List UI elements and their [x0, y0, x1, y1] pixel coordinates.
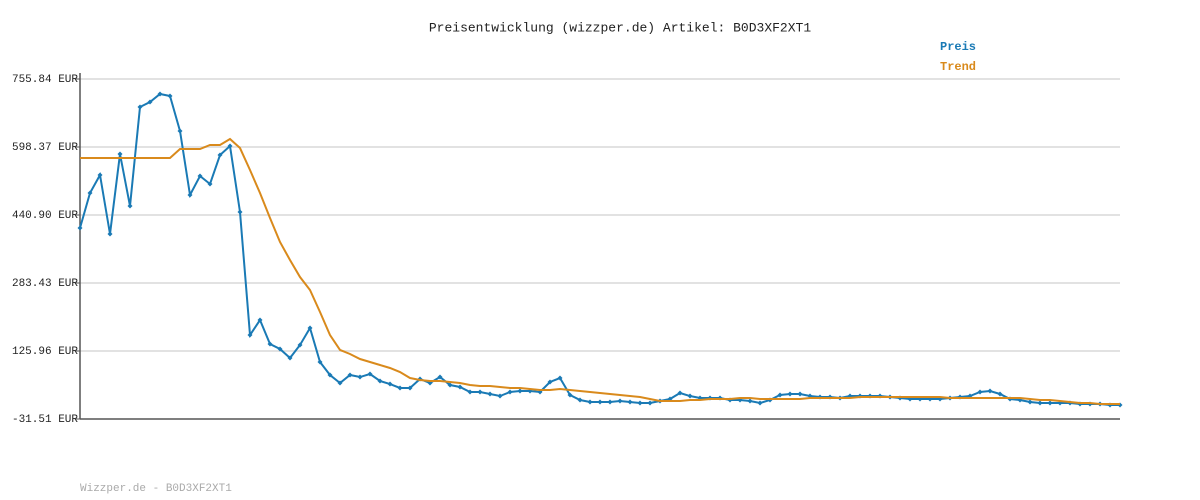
y-tick-label: 598.37 EUR	[12, 142, 78, 154]
data-point	[747, 398, 753, 404]
data-point	[167, 93, 173, 99]
data-point	[597, 399, 603, 405]
data-point	[587, 399, 593, 405]
data-point	[437, 374, 443, 380]
data-point	[277, 346, 283, 352]
data-point	[497, 393, 503, 399]
data-point	[547, 379, 553, 385]
data-point	[247, 332, 253, 338]
data-point	[507, 389, 513, 395]
data-point	[207, 181, 213, 187]
data-point	[577, 397, 583, 403]
data-point	[1027, 399, 1033, 405]
data-point	[377, 378, 383, 384]
data-point	[447, 382, 453, 388]
data-point	[997, 391, 1003, 397]
data-point	[787, 391, 793, 397]
data-point	[307, 325, 313, 331]
data-point	[467, 389, 473, 395]
data-point	[257, 317, 263, 323]
data-point	[517, 388, 523, 394]
data-point	[477, 389, 483, 395]
data-point	[227, 143, 233, 149]
series-line	[80, 137, 1120, 406]
data-point	[217, 152, 223, 158]
data-point	[137, 104, 143, 110]
data-point	[127, 203, 133, 209]
data-point	[777, 392, 783, 398]
data-point	[357, 374, 363, 380]
data-point	[457, 384, 463, 390]
data-point	[757, 400, 763, 406]
data-point	[557, 375, 563, 381]
data-point	[197, 173, 203, 179]
data-point	[567, 392, 573, 398]
data-point	[387, 381, 393, 387]
data-point	[97, 172, 103, 178]
data-point	[407, 385, 413, 391]
data-point	[287, 355, 293, 361]
data-point	[177, 128, 183, 134]
legend-label: Trend	[940, 60, 976, 74]
data-point	[677, 390, 683, 396]
legend-label: Preis	[940, 40, 976, 54]
data-point	[267, 341, 273, 347]
chart-title: Preisentwicklung (wizzper.de) Artikel: B…	[429, 20, 811, 35]
y-tick-label: -31.51 EUR	[12, 414, 78, 426]
data-point	[627, 399, 633, 405]
y-tick-label: 440.90 EUR	[12, 210, 78, 222]
data-point	[87, 190, 93, 196]
data-point	[797, 391, 803, 397]
data-point	[107, 231, 113, 237]
y-tick-label: 755.84 EUR	[12, 74, 78, 86]
data-point	[297, 342, 303, 348]
data-point	[337, 380, 343, 386]
data-point	[1037, 400, 1043, 406]
data-point	[157, 91, 163, 97]
data-point	[147, 99, 153, 105]
data-point	[237, 209, 243, 215]
data-point	[607, 399, 613, 405]
data-point	[647, 400, 653, 406]
data-point	[1047, 400, 1053, 406]
data-point	[367, 371, 373, 377]
y-tick-label: 283.43 EUR	[12, 278, 78, 290]
data-point	[187, 192, 193, 198]
data-point	[637, 400, 643, 406]
data-point	[487, 391, 493, 397]
data-point	[977, 389, 983, 395]
data-point	[617, 398, 623, 404]
y-tick-label: 125.96 EUR	[12, 346, 78, 358]
data-point	[347, 372, 353, 378]
data-point	[77, 225, 83, 231]
footer: Wizzper.de - B0D3XF2XT1	[80, 483, 232, 495]
data-point	[397, 385, 403, 391]
data-point	[687, 393, 693, 399]
data-point	[317, 359, 323, 365]
data-point	[987, 388, 993, 394]
data-point	[117, 151, 123, 157]
data-point	[327, 372, 333, 378]
